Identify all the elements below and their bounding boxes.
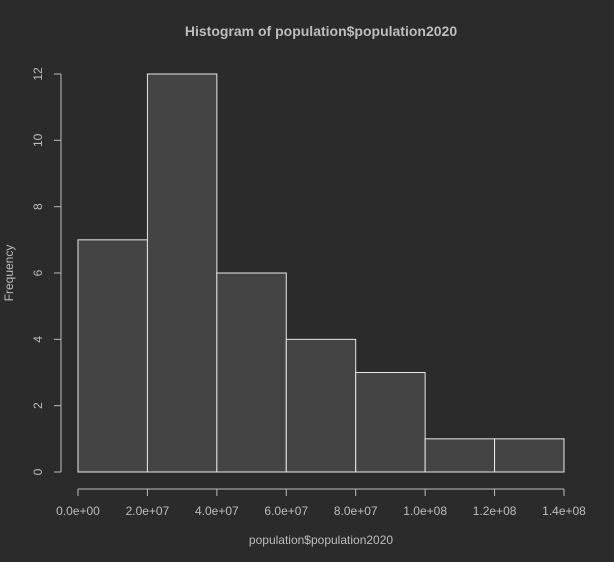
- x-axis-label: population$population2020: [249, 533, 393, 547]
- histogram-bar: [494, 438, 565, 473]
- y-axis: 0 2 4 6 8 10 12: [31, 67, 62, 475]
- x-tick-label: 1.2e+08: [473, 504, 517, 518]
- histogram-bar: [355, 372, 426, 473]
- x-axis: 0.0e+00 2.0e+07 4.0e+07 6.0e+07 8.0e+07 1.0e+…: [56, 488, 586, 518]
- x-tick-label: 0.0e+00: [56, 504, 100, 518]
- histogram-bar: [285, 338, 357, 473]
- x-tick-label: 1.0e+08: [403, 504, 447, 518]
- x-tick-label: 6.0e+07: [264, 504, 308, 518]
- histogram-bar: [77, 239, 148, 473]
- y-tick-label: 12: [31, 67, 45, 81]
- bars-layer: [77, 73, 565, 473]
- y-tick-label: 8: [31, 203, 45, 210]
- y-tick-label: 2: [31, 402, 45, 409]
- y-tick-label: 4: [31, 336, 45, 343]
- x-tick-label: 4.0e+07: [195, 504, 239, 518]
- y-tick-label: 0: [31, 468, 45, 475]
- histogram-bar: [146, 73, 218, 473]
- y-tick-label: 6: [31, 269, 45, 276]
- chart-title: Histogram of population$population2020: [185, 23, 457, 39]
- x-tick-label: 1.4e+08: [542, 504, 586, 518]
- y-axis-label: Frequency: [2, 245, 16, 302]
- x-tick-label: 8.0e+07: [334, 504, 378, 518]
- x-tick-label: 2.0e+07: [126, 504, 170, 518]
- histogram-bar: [424, 438, 496, 473]
- histogram-bar: [216, 272, 287, 473]
- y-tick-label: 10: [31, 133, 45, 147]
